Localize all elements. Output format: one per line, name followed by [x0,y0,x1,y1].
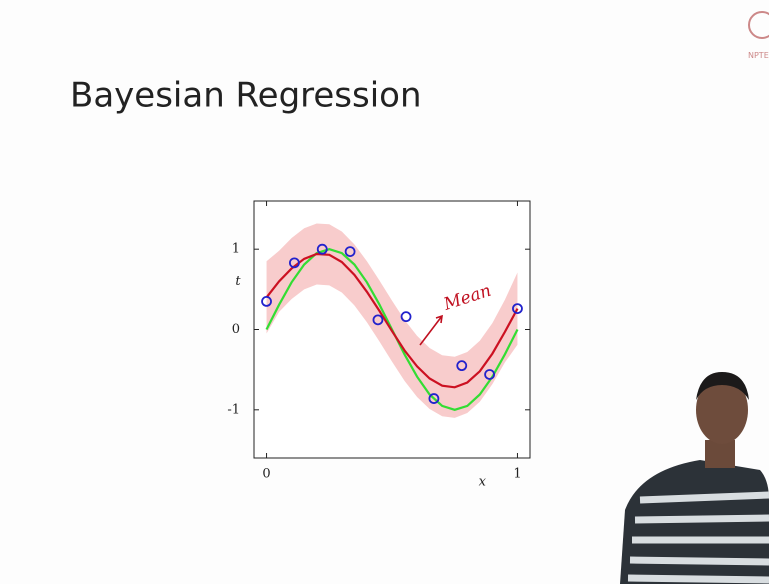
x-tick-label: 1 [513,467,521,482]
slide-title: Bayesian Regression [70,76,422,116]
y-tick-label: 1 [232,242,240,257]
slide: Bayesian Regression NPTEL -10101xt Mean [0,0,769,584]
presenter-neck [705,440,735,468]
logo-text: NPTEL [748,51,769,60]
y-tick-label: 0 [232,322,240,337]
y-axis-label: t [235,274,241,289]
y-tick-label: -1 [227,402,240,417]
plot: -1 0 1 0 1 x t [227,201,530,490]
x-tick-label: 0 [262,467,270,482]
page: Bayesian Regression NPTEL -10101xt Mean … [0,0,769,584]
x-axis-label: x [479,475,487,490]
